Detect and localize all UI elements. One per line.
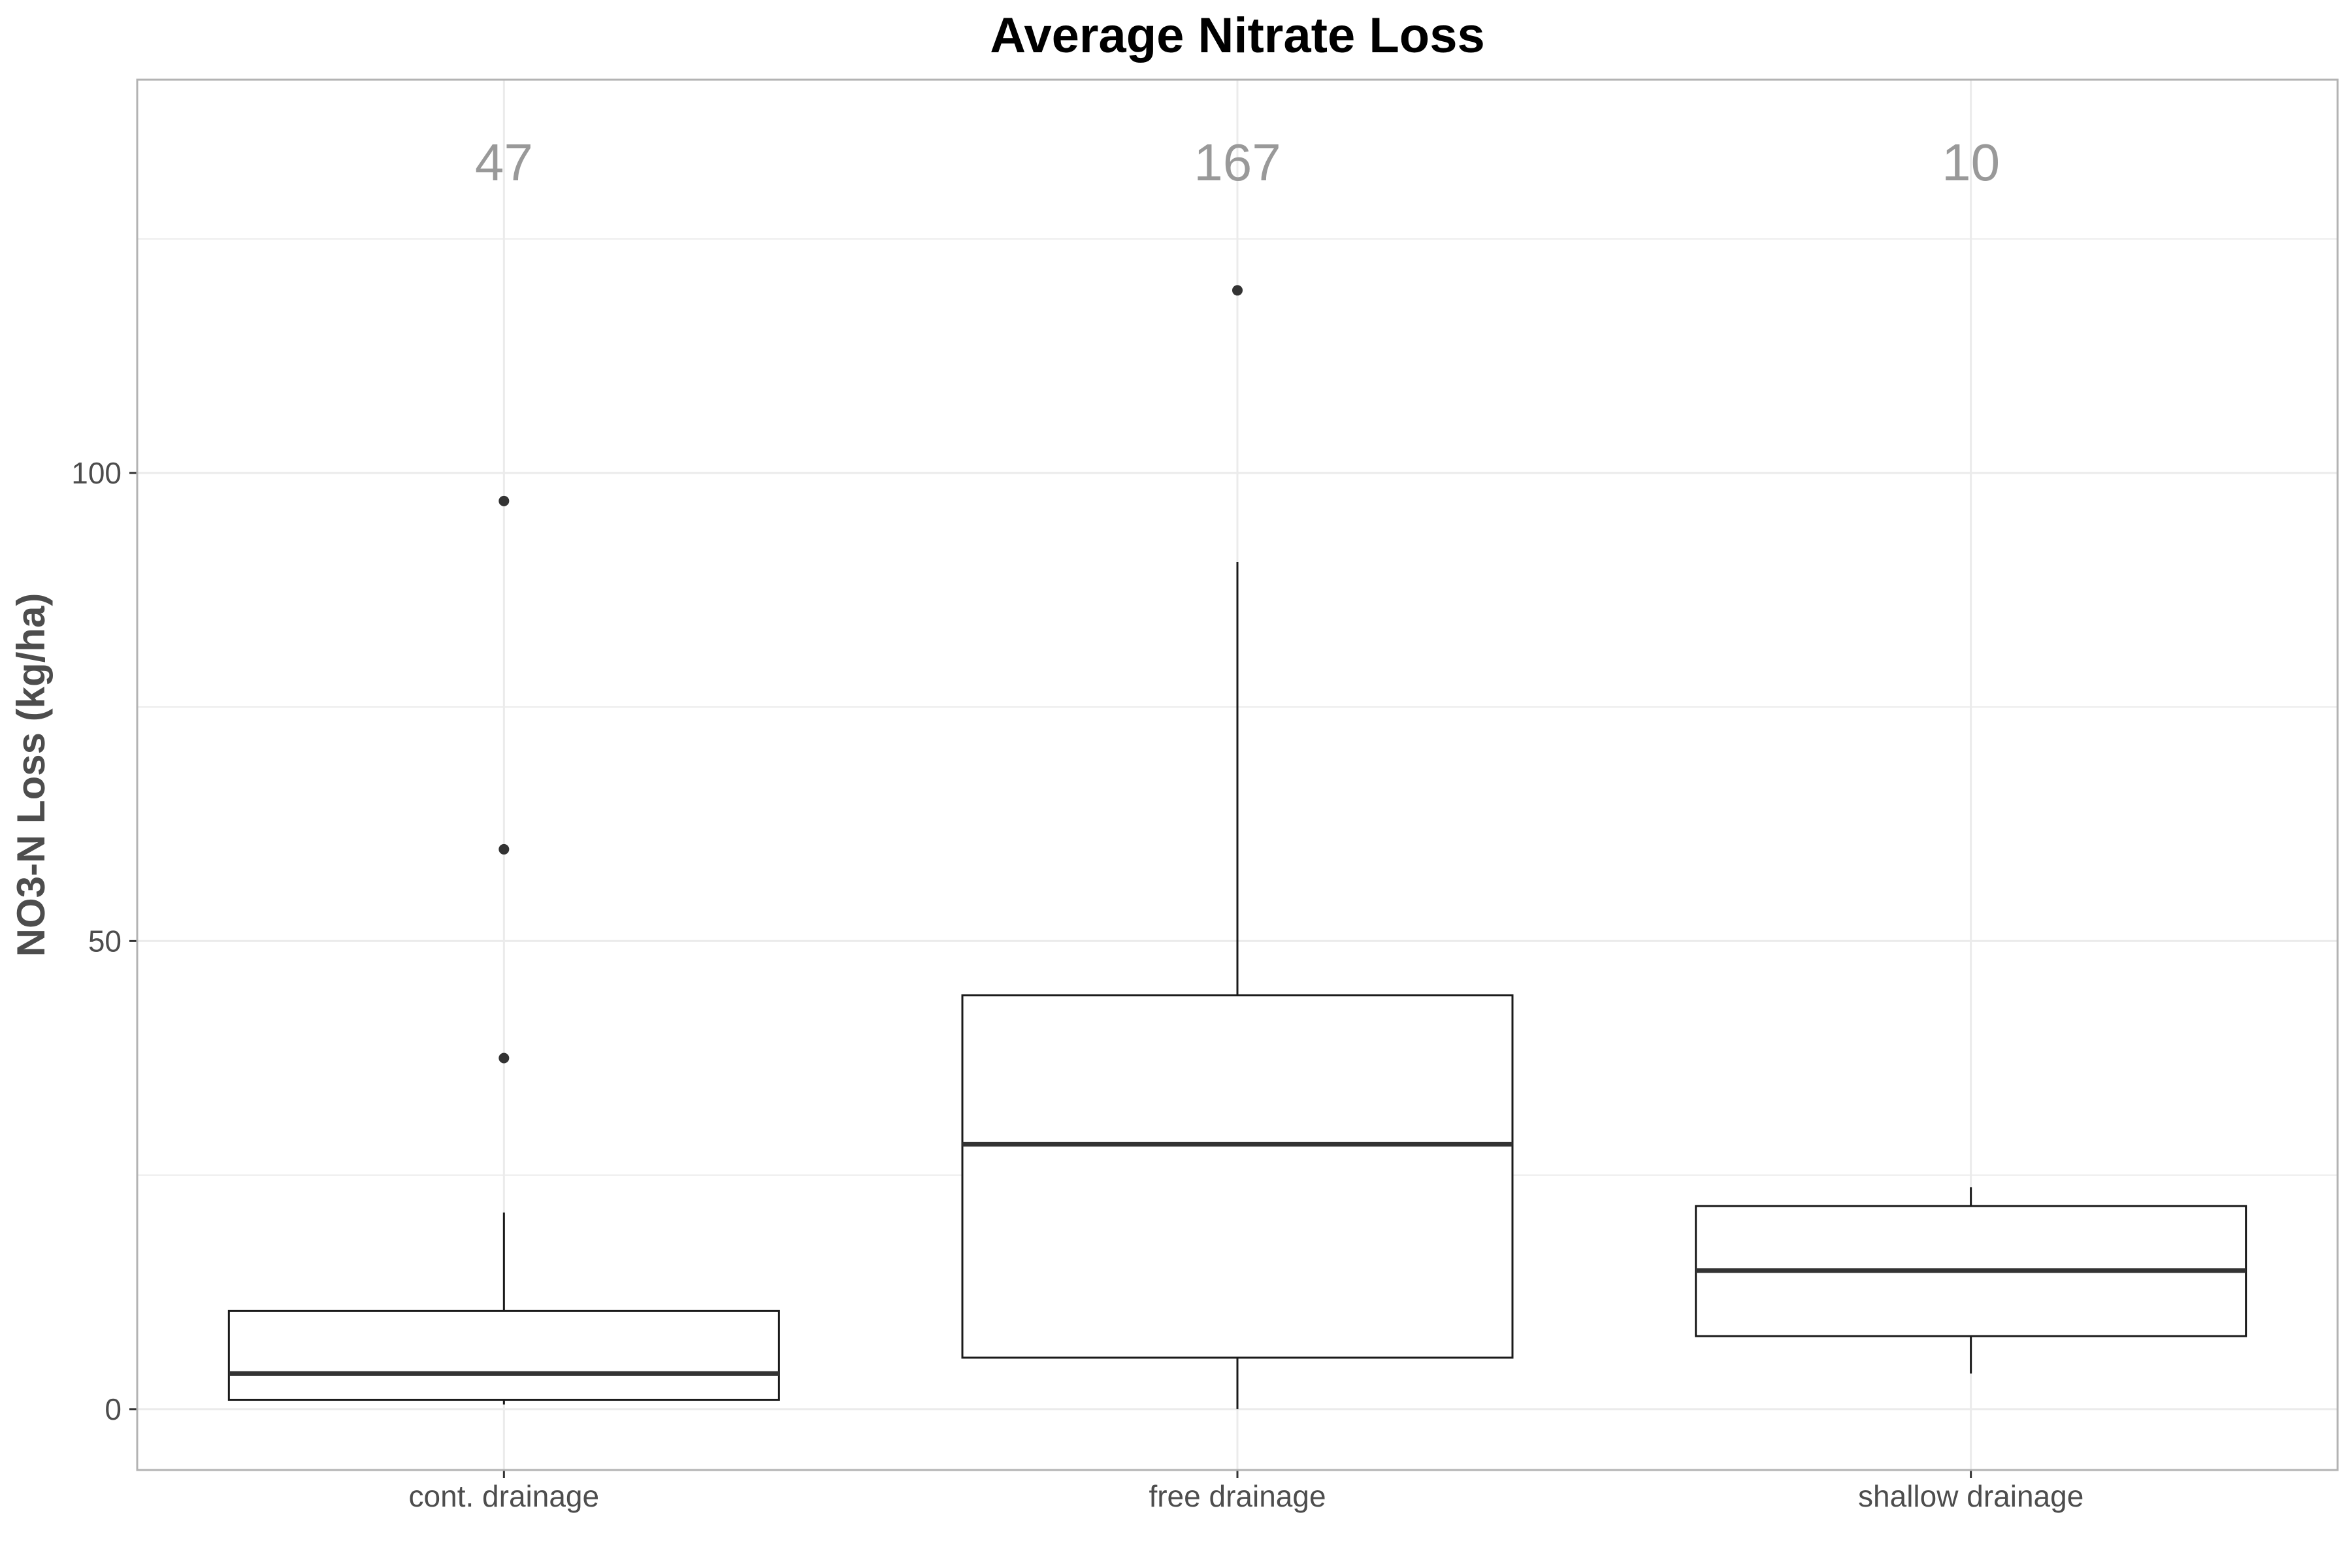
count-label: 167 [1194,133,1281,191]
y-tick-label: 100 [71,456,122,490]
y-tick-label: 0 [105,1392,122,1426]
count-labels: 47 167 10 [475,133,2000,191]
y-axis-title: NO3-N Loss (kg/ha) [9,593,53,957]
outlier-point [498,1053,510,1064]
outlier-point [498,843,510,855]
axes: 0 50 100 cont. drainage free drainage shallow… [71,456,2083,1513]
chart-title: Average Nitrate Loss [990,8,1484,63]
boxes [227,285,2247,1409]
panel-border [136,78,2339,1471]
x-tick-label: cont. drainage [409,1479,600,1513]
y-tick-label: 50 [88,924,122,958]
outlier-point [498,495,510,506]
count-label: 10 [1942,133,2000,191]
x-tick-label: shallow drainage [1858,1479,2083,1513]
box-iqr [227,1309,780,1401]
x-tick-label: free drainage [1149,1479,1326,1513]
outlier-point [1232,285,1243,296]
box-iqr [961,994,1514,1359]
count-label: 47 [475,133,533,191]
